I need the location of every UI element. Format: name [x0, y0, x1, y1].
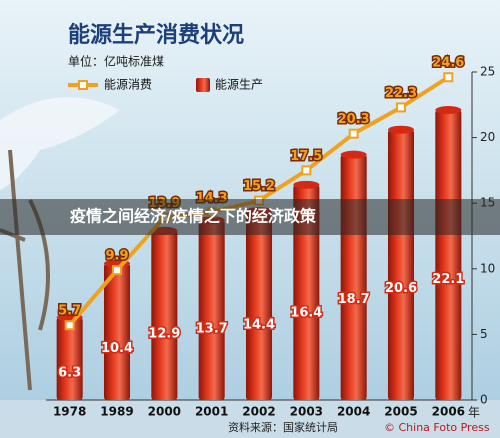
y-tick-label: 0 — [480, 393, 488, 407]
x-tick-label: 2003 — [290, 405, 323, 419]
x-tick-label: 2000 — [148, 405, 181, 419]
line-marker — [348, 128, 359, 139]
bar — [151, 230, 178, 400]
data-label: 14.4 — [243, 317, 275, 332]
y-tick-label: 5 — [480, 327, 488, 341]
chart-title: 能源生产消费状况 — [68, 22, 244, 48]
bar-cap — [340, 150, 367, 159]
data-label: 5.7 — [58, 304, 81, 319]
bar — [387, 129, 415, 400]
x-tick-label: 2006 — [432, 405, 465, 419]
data-label: 9.9 — [105, 249, 128, 264]
data-label: 6.3 — [58, 365, 81, 380]
line-marker — [112, 265, 122, 276]
bar — [103, 263, 131, 400]
x-axis-label: 年 — [468, 406, 480, 420]
data-label: 18.7 — [338, 292, 370, 307]
bar-cap — [293, 180, 320, 189]
bar — [340, 154, 367, 400]
data-label: 22.1 — [432, 272, 464, 287]
bar — [293, 184, 320, 400]
bar-cap — [387, 125, 415, 134]
line-marker — [396, 102, 406, 113]
legend-label: 能源生产 — [215, 78, 263, 92]
data-label: 13.7 — [196, 322, 228, 337]
data-label: 22.3 — [385, 86, 417, 101]
legend-swatch — [196, 78, 210, 92]
line-marker — [301, 165, 312, 176]
x-tick-label: 1989 — [100, 405, 133, 419]
data-label: 20.3 — [338, 112, 370, 127]
x-tick-label: 2004 — [337, 405, 370, 419]
bar — [435, 110, 462, 400]
data-label: 12.9 — [148, 326, 180, 341]
y-tick-label: 20 — [480, 130, 495, 144]
bar-cap — [435, 106, 462, 115]
x-tick-label: 1978 — [53, 405, 86, 419]
legend-swatch — [78, 80, 88, 90]
data-label: 15.2 — [243, 179, 275, 194]
decoration — [0, 97, 120, 190]
data-label: 16.4 — [290, 306, 322, 321]
bar — [56, 317, 83, 400]
source: 资料来源：国家统计局 — [228, 420, 338, 434]
y-tick-label: 10 — [480, 261, 495, 275]
x-tick-label: 2001 — [195, 405, 228, 419]
y-tick-label: 25 — [480, 65, 495, 79]
data-label: 24.6 — [432, 56, 464, 71]
watermark: © China Foto Press — [384, 421, 490, 434]
x-tick-label: 2005 — [384, 405, 417, 419]
footer-band — [0, 400, 500, 438]
banner-text: 疫情之间经济/疫情之下的经济政策 — [70, 207, 317, 226]
data-label: 17.5 — [290, 149, 322, 164]
legend-label: 能源消费 — [104, 78, 152, 92]
bar — [198, 220, 225, 400]
bar — [245, 211, 273, 400]
banner-band — [0, 199, 500, 235]
data-label: 10.4 — [101, 341, 133, 356]
line-marker — [64, 320, 75, 331]
line-marker — [443, 72, 454, 83]
chart-subtitle: 单位：亿吨标准煤 — [68, 54, 164, 69]
x-tick-label: 2002 — [242, 405, 275, 419]
data-label: 20.6 — [385, 281, 417, 296]
